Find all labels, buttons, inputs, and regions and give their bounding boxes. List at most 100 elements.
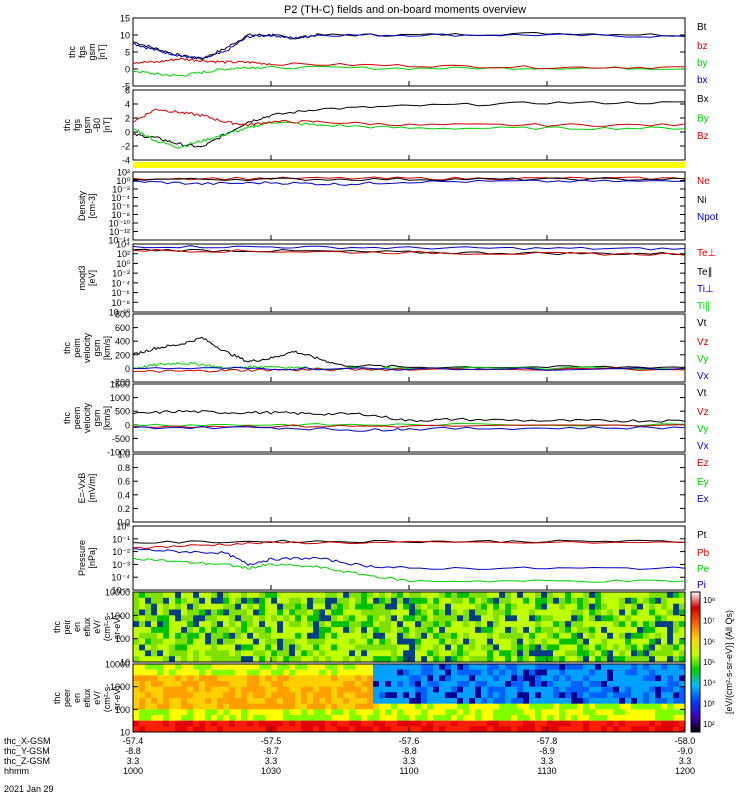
- heatmap-cell: [247, 692, 254, 699]
- heatmap-cell: [619, 621, 626, 628]
- footer-value: -9.0: [677, 746, 693, 756]
- heatmap-cell: [325, 603, 332, 610]
- heatmap-cell: [505, 703, 512, 710]
- heatmap-cell: [529, 644, 536, 651]
- heatmap-cell: [427, 720, 434, 727]
- heatmap-cell: [367, 632, 374, 640]
- heatmap-cell: [415, 703, 422, 710]
- heatmap-cell: [337, 664, 344, 671]
- heatmap-cell: [181, 615, 188, 622]
- heatmap-cell: [289, 615, 296, 622]
- heatmap-cell: [295, 703, 302, 710]
- heatmap-cell: [655, 669, 662, 676]
- heatmap-cell: [139, 675, 146, 682]
- heatmap-cell: [295, 715, 302, 722]
- heatmap-cell: [253, 703, 260, 710]
- heatmap-cell: [571, 669, 578, 676]
- heatmap-cell: [517, 592, 524, 599]
- heatmap-cell: [355, 638, 362, 645]
- heatmap-cell: [391, 692, 398, 699]
- heatmap-cell: [235, 703, 242, 710]
- heatmap-cell: [475, 698, 482, 705]
- heatmap-cell: [157, 720, 164, 727]
- heatmap-cell: [331, 603, 338, 610]
- heatmap-cell: [619, 681, 626, 688]
- heatmap-cell: [613, 650, 620, 657]
- heatmap-cell: [565, 681, 572, 688]
- heatmap-cell: [325, 692, 332, 699]
- heatmap-cell: [475, 681, 482, 688]
- heatmap-cell: [583, 715, 590, 722]
- heatmap-cell: [499, 703, 506, 710]
- heatmap-cell: [241, 603, 248, 610]
- heatmap-cell: [355, 703, 362, 710]
- heatmap-cell: [199, 703, 206, 710]
- heatmap-cell: [259, 686, 266, 693]
- heatmap-cell: [301, 692, 308, 699]
- heatmap-cell: [223, 632, 230, 640]
- heatmap-cell: [463, 644, 470, 651]
- heatmap-cell: [667, 656, 674, 663]
- heatmap-cell: [193, 686, 200, 693]
- heatmap-cell: [643, 715, 650, 722]
- heatmap-cell: [349, 603, 356, 610]
- heatmap-cell: [595, 686, 602, 693]
- heatmap-cell: [559, 664, 566, 671]
- heatmap-cell: [301, 664, 308, 671]
- heatmap-cell: [169, 627, 176, 634]
- heatmap-cell: [289, 715, 296, 722]
- heatmap-cell: [445, 644, 452, 651]
- heatmap-cell: [463, 726, 470, 733]
- heatmap-cell: [391, 726, 398, 733]
- heatmap-cell: [289, 681, 296, 688]
- heatmap-cell: [565, 609, 572, 616]
- heatmap-cell: [361, 650, 368, 657]
- heatmap-cell: [175, 627, 182, 634]
- heatmap-cell: [313, 675, 320, 682]
- heatmap-cell: [163, 609, 170, 616]
- heatmap-cell: [541, 692, 548, 699]
- heatmap-cell: [199, 664, 206, 671]
- heatmap-cell: [349, 681, 356, 688]
- heatmap-cell: [523, 609, 530, 616]
- heatmap-cell: [259, 615, 266, 622]
- series-line-Bx: [132, 101, 685, 148]
- series-line-bz: [132, 57, 686, 70]
- heatmap-cell: [643, 669, 650, 676]
- heatmap-cell: [451, 609, 458, 616]
- heatmap-cell: [217, 664, 224, 671]
- heatmap-cell: [319, 609, 326, 616]
- heatmap-cell: [433, 675, 440, 682]
- heatmap-cell: [235, 698, 242, 705]
- heatmap-cell: [535, 650, 542, 657]
- heatmap-cell: [619, 675, 626, 682]
- heatmap-cell: [145, 720, 152, 727]
- heatmap-cell: [517, 715, 524, 722]
- heatmap-cell: [211, 656, 218, 663]
- heatmap-cell: [667, 686, 674, 693]
- heatmap-cell: [349, 638, 356, 645]
- heatmap-cell: [499, 692, 506, 699]
- heatmap-cell: [343, 627, 350, 634]
- heatmap-cell: [523, 597, 530, 605]
- legend-entry: Ez: [697, 458, 709, 469]
- heatmap-cell: [325, 597, 332, 605]
- heatmap-cell: [301, 592, 308, 599]
- heatmap-cell: [517, 720, 524, 727]
- heatmap-cell: [151, 597, 158, 605]
- heatmap-cell: [571, 592, 578, 599]
- heatmap-cell: [247, 656, 254, 663]
- heatmap-cell: [541, 720, 548, 727]
- heatmap-cell: [313, 726, 320, 733]
- heatmap-cell: [337, 681, 344, 688]
- heatmap-cell: [673, 632, 680, 640]
- heatmap-cell: [445, 650, 452, 657]
- heatmap-cell: [553, 603, 560, 610]
- heatmap-cell: [133, 609, 140, 616]
- heatmap-cell: [169, 664, 176, 671]
- heatmap-cell: [151, 686, 158, 693]
- heatmap-cell: [535, 692, 542, 699]
- heatmap-cell: [481, 726, 488, 733]
- heatmap-cell: [403, 627, 410, 634]
